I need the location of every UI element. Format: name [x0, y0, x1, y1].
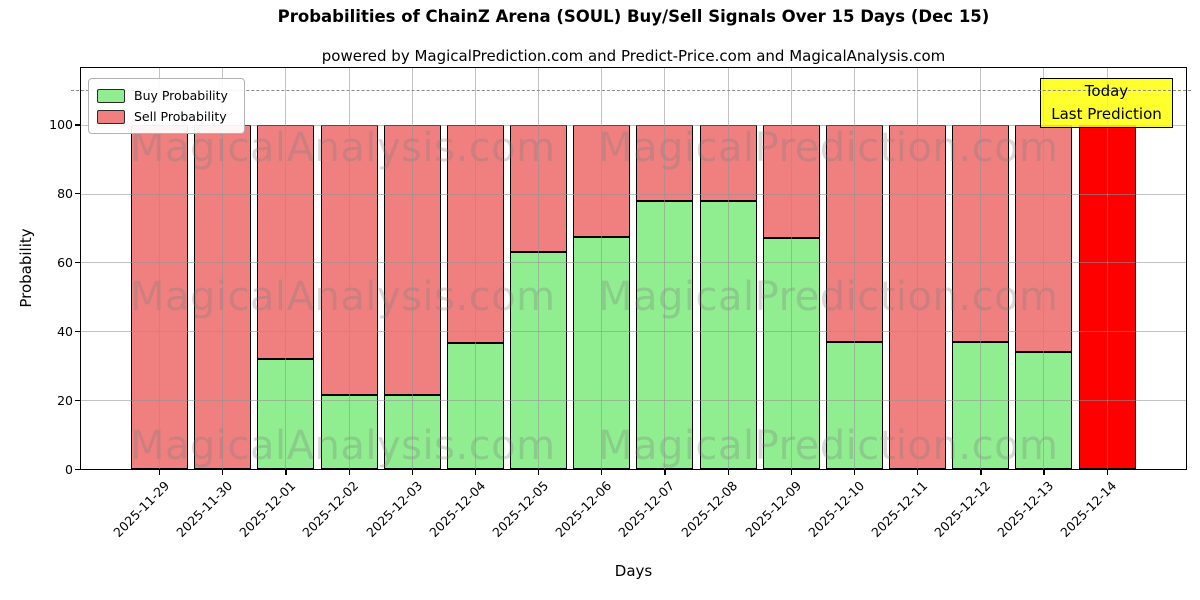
y-tick-label: 80 — [57, 186, 73, 202]
x-tick-label-text: 2025-12-03 — [362, 478, 425, 540]
horizontal-gridline — [81, 400, 1186, 402]
x-tick-label-text: 2025-12-12 — [931, 478, 994, 540]
x-tick-label-text: 2025-12-07 — [615, 478, 678, 540]
legend-label: Sell Probability — [134, 109, 227, 124]
watermark-right: MagicalPrediction.com — [598, 125, 1059, 171]
vertical-gridline — [222, 68, 224, 469]
x-tick-label-text: 2025-12-08 — [678, 478, 741, 540]
x-tick-mark — [664, 470, 666, 475]
horizontal-gridline — [81, 331, 1186, 333]
vertical-gridline — [917, 68, 919, 469]
x-tick-mark — [601, 470, 603, 475]
today-annotation-line2: Last Prediction — [1051, 105, 1162, 123]
y-tick-mark — [75, 124, 80, 126]
vertical-gridline — [285, 68, 287, 469]
x-tick-mark — [917, 470, 919, 475]
chart-title: Probabilities of ChainZ Arena (SOUL) Buy… — [277, 7, 990, 26]
y-tick-label: 40 — [57, 323, 73, 339]
vertical-gridline — [538, 68, 540, 469]
x-tick-mark — [727, 470, 729, 475]
vertical-gridline — [790, 68, 792, 469]
today-annotation-text: Today Last Prediction — [1040, 78, 1173, 128]
legend-swatch-sell — [97, 109, 125, 124]
x-tick-mark — [222, 470, 224, 475]
legend: Buy Probability Sell Probability — [88, 78, 245, 134]
watermark-left: MagicalAnalysis.com — [130, 423, 556, 469]
x-tick-mark — [411, 470, 413, 475]
legend-item: Buy Probability — [97, 85, 236, 106]
watermark-right: MagicalPrediction.com — [598, 423, 1059, 469]
horizontal-gridline — [81, 262, 1186, 264]
watermark-right: MagicalPrediction.com — [598, 274, 1059, 320]
x-tick-mark — [853, 470, 856, 475]
vertical-gridline — [474, 68, 476, 469]
y-tick-label: 60 — [57, 254, 73, 270]
x-tick-mark — [285, 470, 287, 475]
y-tick-mark — [75, 399, 80, 401]
vertical-gridline — [348, 68, 350, 469]
x-tick-label-text: 2025-12-05 — [489, 478, 552, 540]
x-tick-mark — [1106, 470, 1108, 475]
x-tick-mark — [1043, 470, 1045, 475]
watermark-left: MagicalAnalysis.com — [130, 274, 556, 320]
y-tick-mark — [75, 193, 80, 195]
y-tick-label: 100 — [49, 117, 73, 133]
x-tick-label-text: 2025-11-30 — [173, 478, 236, 540]
y-tick-mark — [75, 261, 80, 264]
vertical-gridline — [853, 68, 855, 469]
x-tick-label-text: 2025-12-04 — [425, 478, 488, 540]
horizontal-gridline — [81, 124, 1186, 126]
vertical-gridline — [159, 68, 160, 469]
vertical-gridline — [980, 68, 982, 469]
x-tick-label-text: 2025-12-06 — [552, 478, 615, 540]
x-tick-label-text: 2025-12-13 — [994, 478, 1057, 540]
y-tick-mark — [75, 468, 80, 470]
today-annotation-box — [1040, 78, 1173, 128]
x-tick-mark — [348, 470, 350, 475]
x-tick-label-text: 2025-11-29 — [110, 478, 173, 540]
plot-area: MagicalAnalysis.com MagicalPrediction.com… — [71, 67, 1191, 470]
x-axis-label: Days — [614, 562, 653, 580]
y-tick-mark — [75, 330, 80, 333]
vertical-gridline — [601, 68, 603, 469]
y-tick-label: 20 — [57, 392, 73, 408]
x-tick-label-text: 2025-12-01 — [236, 478, 299, 540]
x-tick-mark — [538, 470, 540, 475]
today-annotation-line1: Today — [1084, 82, 1129, 100]
x-tick-label-text: 2025-12-11 — [868, 478, 931, 540]
vertical-gridline — [727, 68, 729, 469]
x-tick-mark — [474, 470, 477, 475]
legend-swatch-buy — [97, 88, 125, 103]
x-tick-label-text: 2025-12-09 — [741, 478, 804, 540]
y-tick-label: 0 — [65, 461, 73, 477]
legend-item: Sell Probability — [97, 106, 236, 127]
horizontal-gridline — [81, 193, 1186, 195]
vertical-gridline — [1106, 68, 1108, 469]
vertical-gridline — [411, 68, 413, 469]
vertical-gridline — [664, 68, 666, 469]
threshold-dashline — [71, 90, 1191, 92]
x-tick-mark — [790, 470, 792, 475]
chart-subtitle: powered by MagicalPrediction.com and Pre… — [321, 47, 946, 65]
x-tick-label-text: 2025-12-02 — [299, 478, 362, 540]
x-tick-mark — [980, 470, 982, 475]
vertical-gridline — [1043, 68, 1045, 469]
legend-label: Buy Probability — [134, 88, 228, 103]
x-tick-label-text: 2025-12-10 — [804, 478, 867, 540]
x-tick-mark — [159, 470, 161, 475]
x-tick-label-text: 2025-12-14 — [1057, 478, 1120, 540]
